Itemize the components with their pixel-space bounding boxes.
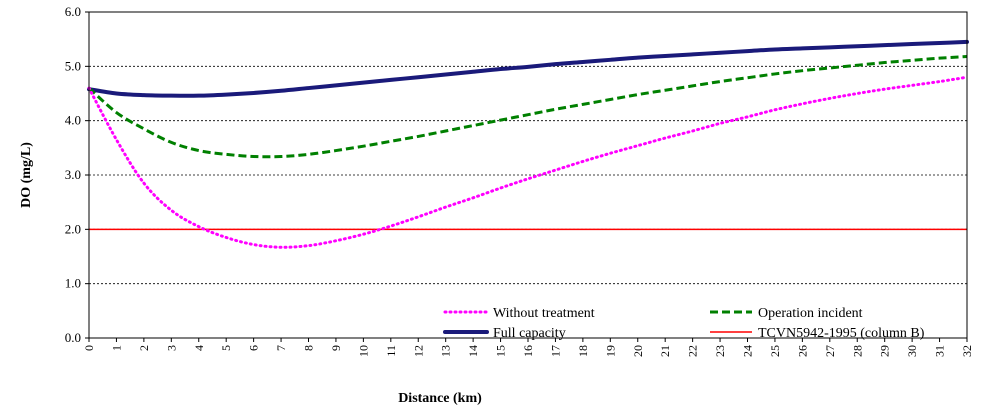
x-tick-label-27: 27 — [823, 345, 837, 357]
x-tick-label-22: 22 — [686, 345, 700, 357]
x-tick-label-1: 1 — [109, 345, 123, 351]
x-tick-label-21: 21 — [658, 345, 672, 357]
x-tick-label-26: 26 — [795, 345, 809, 357]
x-tick-label-24: 24 — [741, 345, 755, 357]
x-tick-label-17: 17 — [548, 345, 562, 357]
x-tick-label-28: 28 — [850, 345, 864, 357]
x-tick-label-31: 31 — [933, 345, 947, 357]
gridlines — [89, 65, 967, 285]
y-tick-label-1: 1.0 — [65, 276, 81, 291]
y-tick-label-0: 0.0 — [65, 330, 81, 345]
x-axis-ticks: 0 1 2 3 4 5 6 7 8 9 10 11 12 13 14 15 16 17 18 19 20 21 22 23 24… — [82, 338, 974, 357]
x-tick-label-9: 9 — [329, 345, 343, 351]
series-line-0 — [87, 75, 969, 249]
legend-label-1: Operation incident — [758, 306, 863, 321]
x-tick-label-16: 16 — [521, 345, 535, 357]
x-tick-label-19: 19 — [603, 345, 617, 357]
x-tick-label-7: 7 — [274, 345, 288, 351]
legend-label-2: Full capacity — [493, 326, 566, 341]
series-line-2 — [87, 39, 969, 98]
plot-area-border — [88, 11, 968, 339]
legend-label-3: TCVN5942-1995 (column B) — [758, 326, 925, 341]
y-tick-label-6: 6.0 — [65, 4, 81, 19]
x-tick-label-4: 4 — [192, 345, 206, 351]
x-tick-label-13: 13 — [439, 345, 453, 357]
x-tick-label-2: 2 — [137, 345, 151, 351]
series-lines — [87, 39, 969, 249]
x-tick-label-6: 6 — [247, 345, 261, 351]
y-axis-ticks: 0.0 1.0 2.0 3.0 4.0 5.0 6.0 — [65, 4, 89, 345]
x-tick-label-23: 23 — [713, 345, 727, 357]
legend-label-0: Without treatment — [493, 306, 595, 321]
series-line-1 — [87, 55, 968, 159]
x-tick-label-20: 20 — [631, 345, 645, 357]
x-tick-label-30: 30 — [905, 345, 919, 357]
x-tick-label-11: 11 — [384, 345, 398, 357]
x-tick-label-29: 29 — [878, 345, 892, 357]
legend: Without treatment Operation incident Full … — [443, 306, 925, 341]
x-tick-label-5: 5 — [219, 345, 233, 351]
y-tick-label-4: 4.0 — [65, 113, 81, 128]
x-tick-label-15: 15 — [494, 345, 508, 357]
x-tick-label-32: 32 — [960, 345, 974, 357]
x-tick-label-8: 8 — [302, 345, 316, 351]
y-tick-label-2: 2.0 — [65, 221, 81, 236]
y-axis-title: DO (mg/L) — [19, 142, 34, 208]
x-tick-label-12: 12 — [411, 345, 425, 357]
x-tick-label-25: 25 — [768, 345, 782, 357]
y-tick-label-5: 5.0 — [65, 58, 81, 73]
x-tick-label-14: 14 — [466, 345, 480, 357]
x-tick-label-3: 3 — [164, 345, 178, 351]
x-tick-label-18: 18 — [576, 345, 590, 357]
x-axis-title: Distance (km) — [398, 391, 482, 406]
y-tick-label-3: 3.0 — [65, 167, 81, 182]
x-tick-label-10: 10 — [356, 345, 370, 357]
x-tick-label-0: 0 — [82, 345, 96, 351]
